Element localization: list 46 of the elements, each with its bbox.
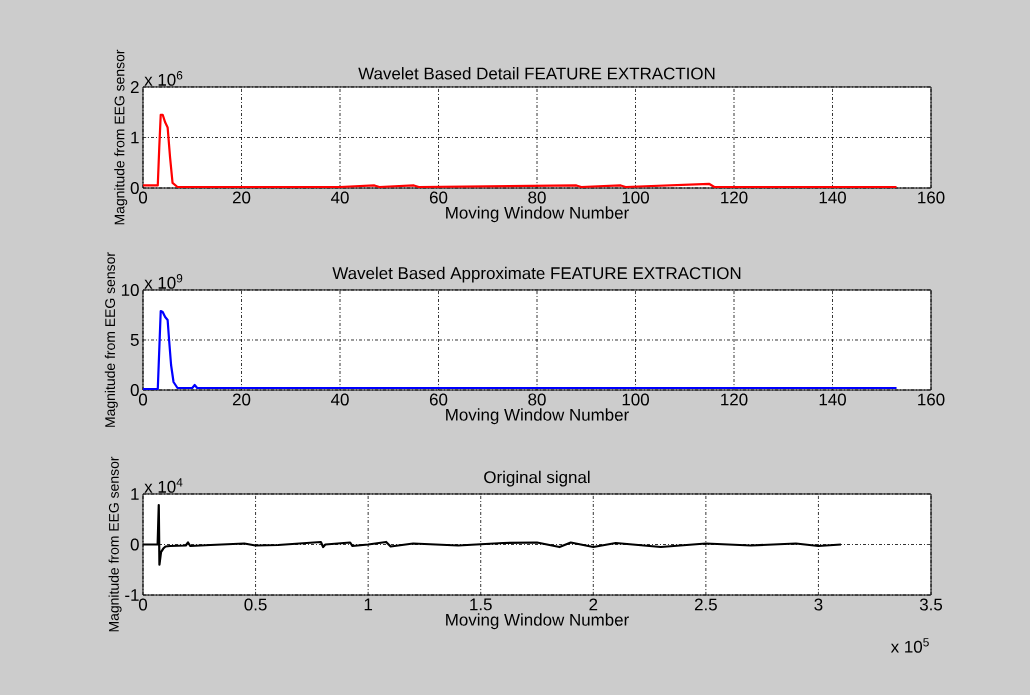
x-tick-label: 120: [721, 393, 748, 406]
x-tick-label: 100: [622, 191, 649, 204]
x-tick-label: 3.5: [919, 598, 943, 611]
x-tick-label: 60: [429, 191, 448, 204]
text: x 10$^{9}$: [144, 274, 183, 289]
x-axis-title: Moving Window Number: [446, 408, 629, 425]
x-tick-label: 160: [918, 393, 945, 406]
x-tick-label: 80: [528, 191, 546, 204]
y-tick-label: 2: [130, 81, 139, 93]
x-tick-label: 60: [429, 393, 448, 406]
y-tick-label: 0: [130, 182, 139, 194]
x-tick-label: 120: [721, 191, 748, 204]
line-series: [141, 113, 898, 189]
x-tick-label: 100: [622, 393, 649, 406]
text: x 10$^{4}$: [144, 478, 183, 493]
x-tick-label: 20: [232, 393, 251, 406]
y-tick-label: -1: [125, 589, 139, 601]
x-tick-label: 20: [232, 191, 251, 204]
x-tick-label: 1: [364, 598, 373, 611]
chart-title: Wavelet Based Approximate FEATURE EXTRACTION: [332, 266, 741, 283]
x-tick-label: 0.5: [244, 598, 267, 611]
y-tick-label: 0: [130, 538, 139, 551]
y-tick-label: 10: [121, 284, 139, 296]
x-tick-label: 1.5: [470, 598, 492, 611]
chart-title: Wavelet Based Detail FEATURE EXTRACTION: [358, 67, 715, 80]
x-tick-label: 2: [589, 598, 598, 611]
y-tick-label: 5: [130, 334, 139, 346]
x-tick-label: 80: [528, 393, 546, 406]
x-tick-label: 140: [819, 191, 846, 204]
x-axis-title: Moving Window Number: [446, 206, 629, 223]
text: x 10$^{6}$: [144, 71, 183, 86]
text: x 10$^{5}$: [890, 638, 929, 653]
y-tick-label: 0: [130, 384, 139, 396]
x-tick-label: 160: [918, 191, 945, 204]
y-tick-label: 1: [131, 488, 139, 500]
y-tick-label: 1: [131, 131, 139, 144]
x-tick-label: 40: [330, 393, 349, 406]
x-tick-label: 2.5: [694, 598, 717, 611]
chart-title: Original signal: [484, 470, 590, 487]
y-axis-title: Magnitude from EEG sensor: [114, 49, 128, 225]
x-axis-title: Moving Window Number: [446, 613, 629, 630]
y-axis-title: Magnitude from EEG sensor: [108, 456, 122, 632]
x-tick-label: 40: [330, 191, 349, 204]
y-axis-title: Magnitude from EEG sensor: [104, 252, 118, 427]
x-tick-label: 140: [819, 393, 846, 406]
x-tick-label: 3: [814, 598, 823, 611]
